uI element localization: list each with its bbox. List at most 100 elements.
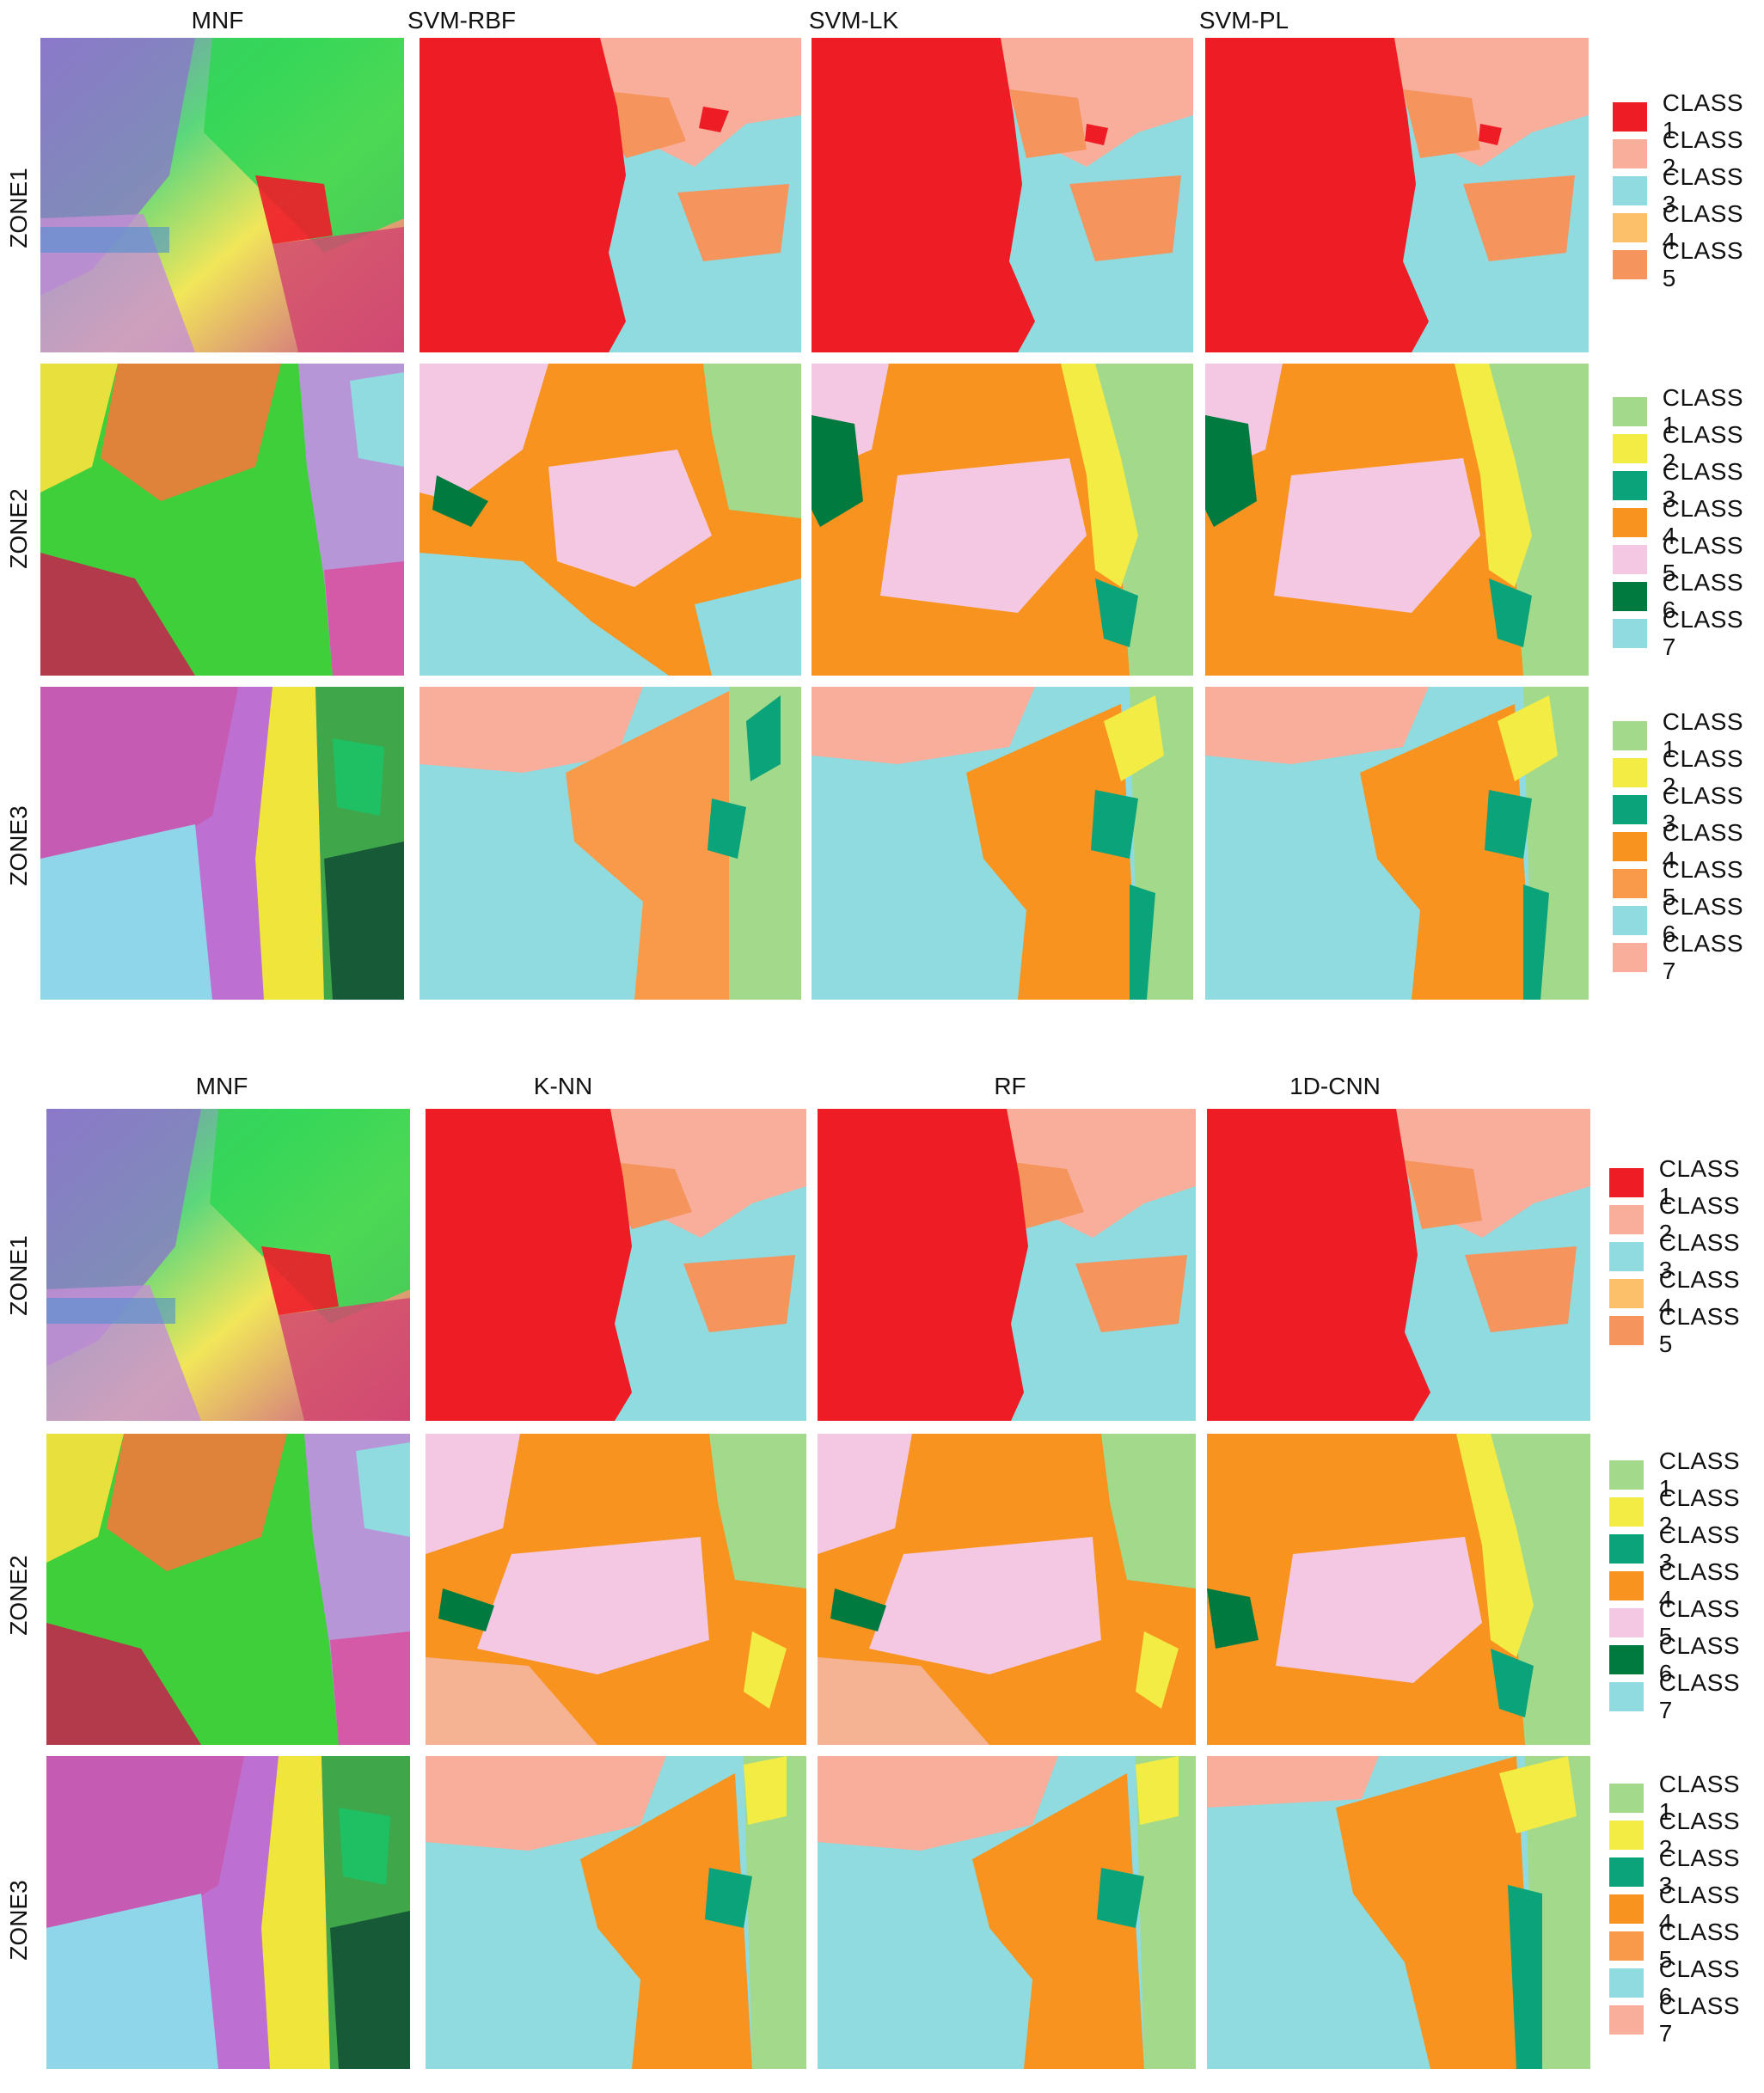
legend-item: CLASS 2 (1609, 1484, 1755, 1539)
legend-item: CLASS 3 (1609, 1229, 1755, 1283)
legend-label: CLASS 2 (1662, 421, 1744, 475)
mnf-image-zone3 (40, 687, 404, 1000)
legend-label: CLASS 1 (1662, 89, 1744, 144)
legend-swatch (1613, 213, 1647, 242)
class-map-k-nn-zone2 (426, 1434, 806, 1745)
legend-swatch (1609, 1821, 1644, 1850)
legend-item: CLASS 1 (1613, 89, 1759, 144)
legend-zone2-bottom: CLASS 1 CLASS 2 CLASS 3 CLASS 4 CLASS 5 … (1609, 1447, 1755, 1726)
legend-label: CLASS 2 (1662, 126, 1744, 181)
legend-label: CLASS 7 (1662, 606, 1744, 660)
legend-label: CLASS 5 (1658, 1303, 1741, 1357)
class-map-k-nn-zone1 (426, 1109, 806, 1421)
class-map-svm-rbf-zone1 (420, 38, 801, 352)
class-map-rf-zone1 (818, 1109, 1196, 1421)
legend-swatch (1609, 1784, 1644, 1813)
legend-label: CLASS 4 (1658, 1266, 1741, 1320)
class-map-rf-zone3 (818, 1756, 1196, 2069)
legend-item: CLASS 4 (1613, 495, 1759, 549)
legend-item: CLASS 3 (1609, 1521, 1755, 1576)
figure-block-bottom: MNF K-NN RF 1D-CNN ZONE1 ZONE2 ZONE3 (0, 1066, 1764, 2093)
legend-swatch (1609, 1205, 1644, 1234)
legend-label: CLASS 1 (1658, 1771, 1741, 1825)
legend-item: CLASS 2 (1613, 126, 1759, 181)
legend-swatch (1609, 1316, 1644, 1345)
legend-label: CLASS 3 (1662, 458, 1744, 512)
legend-label: CLASS 1 (1658, 1447, 1741, 1502)
legend-item: CLASS 5 (1609, 1595, 1755, 1649)
legend-item: CLASS 4 (1609, 1558, 1755, 1613)
figure-block-top: MNF SVM-RBF SVM-LK SVM-PL ZONE1 ZONE2 ZO… (0, 0, 1764, 1031)
legend-swatch (1609, 1608, 1644, 1637)
legend-zone3-top: CLASS 1 CLASS 2 CLASS 3 CLASS 4 CLASS 5 … (1613, 708, 1759, 987)
legend-label: CLASS 7 (1662, 930, 1744, 984)
legend-swatch (1609, 1857, 1644, 1887)
legend-label: CLASS 6 (1658, 1632, 1741, 1686)
legend-label: CLASS 2 (1658, 1192, 1741, 1246)
legend-label: CLASS 4 (1662, 819, 1744, 873)
legend-swatch (1609, 1571, 1644, 1600)
legend-item: CLASS 6 (1609, 1632, 1755, 1686)
legend-item: CLASS 6 (1613, 569, 1759, 623)
legend-swatch (1613, 943, 1647, 972)
legend-item: CLASS 5 (1613, 237, 1759, 291)
legend-swatch (1609, 1645, 1644, 1674)
legend-label: CLASS 2 (1662, 745, 1744, 799)
legend-label: CLASS 2 (1658, 1484, 1741, 1539)
column-title-svm-lk: SVM-LK (808, 7, 899, 34)
column-title-rf: RF (994, 1073, 1026, 1099)
row-label-zone3: ZONE3 (5, 1880, 32, 1961)
legend-swatch (1613, 471, 1647, 500)
legend-swatch (1613, 906, 1647, 935)
legend-label: CLASS 7 (1658, 1669, 1741, 1723)
legend-item: CLASS 3 (1613, 163, 1759, 217)
legend-swatch (1609, 1168, 1644, 1197)
row-label-zone2: ZONE2 (5, 1555, 32, 1636)
legend-swatch (1609, 1931, 1644, 1961)
legend-item: CLASS 6 (1609, 1955, 1755, 2010)
legend-item: CLASS 3 (1613, 782, 1759, 836)
legend-item: CLASS 5 (1613, 532, 1759, 586)
legend-swatch (1613, 545, 1647, 574)
legend-label: CLASS 5 (1662, 532, 1744, 586)
legend-item: CLASS 6 (1613, 893, 1759, 947)
legend-item: CLASS 1 (1609, 1771, 1755, 1825)
legend-item: CLASS 4 (1613, 200, 1759, 254)
class-map-svm-pl-zone3 (1205, 687, 1589, 1000)
legend-label: CLASS 3 (1658, 1521, 1741, 1576)
legend-swatch (1613, 721, 1647, 750)
mnf-image-zone1 (46, 1109, 410, 1421)
legend-item: CLASS 3 (1609, 1845, 1755, 1899)
legend-label: CLASS 2 (1658, 1808, 1741, 1862)
legend-label: CLASS 3 (1662, 782, 1744, 836)
legend-label: CLASS 3 (1662, 163, 1744, 217)
legend-zone2-top: CLASS 1 CLASS 2 CLASS 3 CLASS 4 CLASS 5 … (1613, 384, 1759, 663)
legend-swatch (1613, 102, 1647, 132)
legend-swatch (1613, 176, 1647, 205)
class-map-svm-rbf-zone2 (420, 364, 801, 676)
legend-item: CLASS 2 (1613, 421, 1759, 475)
legend-item: CLASS 7 (1613, 930, 1759, 984)
class-map-svm-pl-zone2 (1205, 364, 1589, 676)
mnf-image-zone2 (46, 1434, 410, 1745)
mnf-image-zone1 (40, 38, 404, 352)
legend-label: CLASS 5 (1662, 856, 1744, 910)
legend-item: CLASS 4 (1609, 1266, 1755, 1320)
legend-label: CLASS 5 (1662, 237, 1744, 291)
legend-label: CLASS 1 (1662, 708, 1744, 762)
legend-swatch (1613, 397, 1647, 426)
legend-swatch (1613, 869, 1647, 898)
mnf-image-zone2 (40, 364, 404, 676)
legend-label: CLASS 1 (1658, 1155, 1741, 1209)
legend-item: CLASS 2 (1609, 1808, 1755, 1862)
class-map-svm-pl-zone1 (1205, 38, 1589, 352)
legend-label: CLASS 5 (1658, 1919, 1741, 1973)
row-label-zone1: ZONE1 (5, 168, 32, 248)
legend-zone3-bottom: CLASS 1 CLASS 2 CLASS 3 CLASS 4 CLASS 5 … (1609, 1771, 1755, 2049)
legend-label: CLASS 3 (1658, 1845, 1741, 1899)
legend-item: CLASS 7 (1609, 1669, 1755, 1723)
legend-swatch (1609, 1894, 1644, 1924)
legend-zone1-top: CLASS 1 CLASS 2 CLASS 3 CLASS 4 CLASS 5 (1613, 89, 1759, 291)
class-map-1d-cnn-zone2 (1207, 1434, 1590, 1745)
class-map-1d-cnn-zone1 (1207, 1109, 1590, 1421)
